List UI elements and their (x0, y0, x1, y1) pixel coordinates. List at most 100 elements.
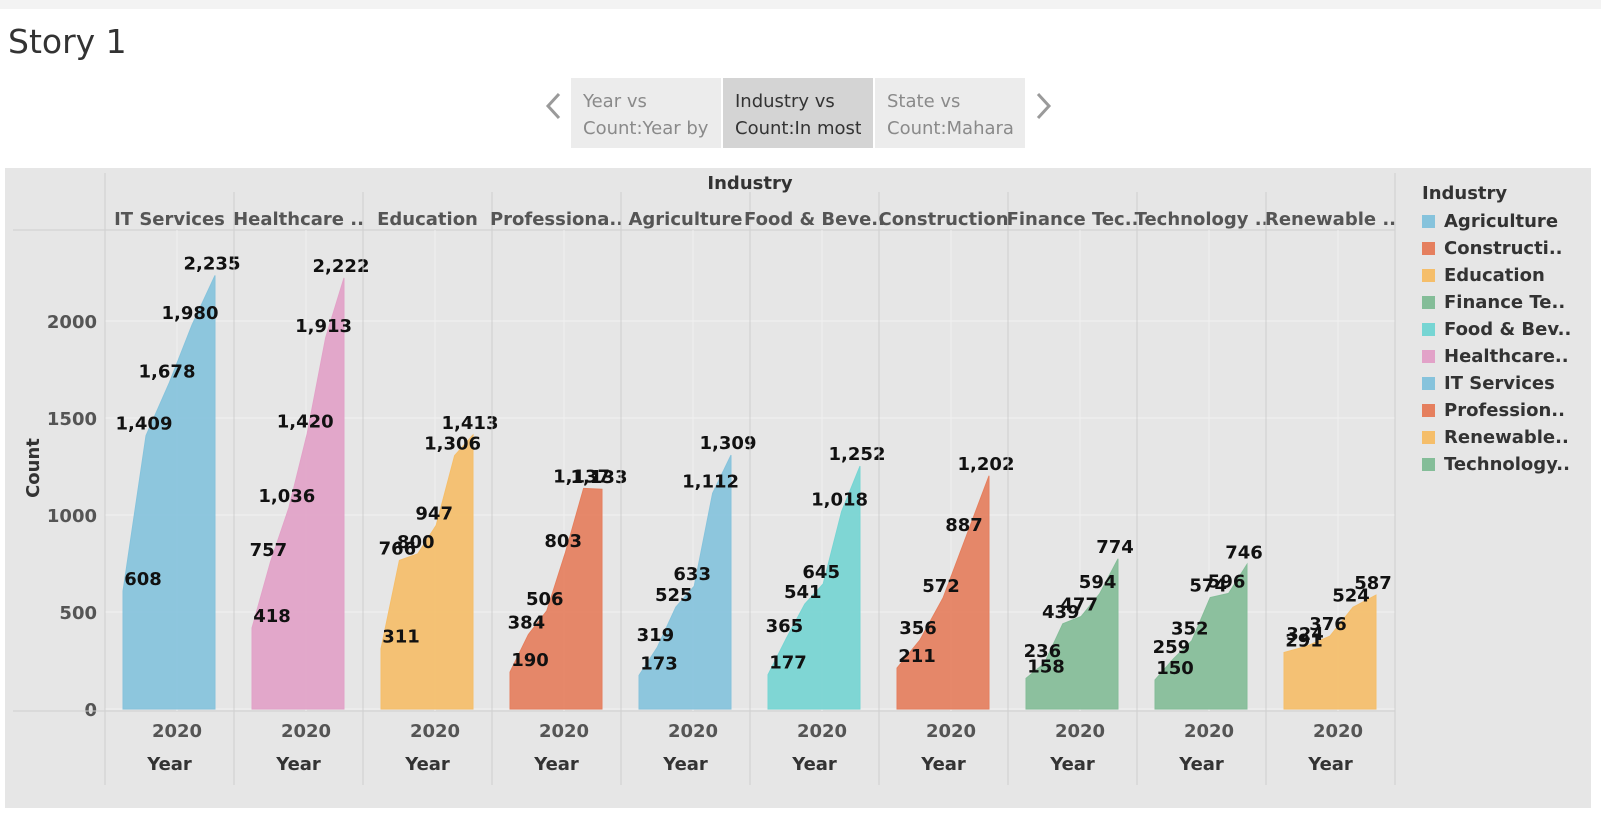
x-tick-label: 2020 (1313, 721, 1363, 742)
data-label: 365 (766, 616, 804, 637)
data-label: 477 (1060, 594, 1098, 615)
legend-item[interactable]: Technology.. (1422, 451, 1571, 478)
story-point-1[interactable]: Year vs Count:Year by (571, 78, 721, 148)
legend-swatch (1422, 242, 1435, 255)
y-tick-label: 1500 (47, 409, 97, 430)
data-label: 259 (1153, 637, 1191, 658)
y-axis-label: Count (23, 438, 44, 498)
legend-item[interactable]: Constructi.. (1422, 235, 1571, 262)
x-axis-label: Year (404, 754, 450, 775)
story-point-1-line1: Year vs (583, 91, 647, 112)
legend-label: Healthcare.. (1444, 346, 1569, 367)
data-label: 376 (1309, 614, 1347, 635)
x-tick-label: 2020 (926, 721, 976, 742)
data-label: 746 (1225, 542, 1263, 563)
legend-items: Agriculture Constructi.. Education Finance … (1422, 208, 1571, 478)
legend-label: IT Services (1444, 373, 1555, 394)
legend-label: Food & Bev.. (1444, 319, 1572, 340)
data-label: 1,036 (258, 486, 315, 507)
data-label: 774 (1096, 537, 1134, 558)
chart-title: Industry (707, 173, 792, 194)
data-label: 587 (1354, 573, 1392, 594)
next-story-point-button[interactable] (1036, 92, 1052, 120)
legend-label: Renewable.. (1444, 427, 1569, 448)
area-series (767, 465, 861, 710)
x-tick-label: 2020 (668, 721, 718, 742)
area-series (380, 433, 474, 710)
legend-swatch (1422, 323, 1435, 336)
legend-item[interactable]: Healthcare.. (1422, 343, 1571, 370)
area-series (122, 275, 216, 710)
area-series (251, 277, 345, 710)
data-label: 541 (784, 582, 822, 603)
x-tick-label: 2020 (281, 721, 331, 742)
data-label: 525 (655, 585, 693, 606)
area-series (638, 454, 732, 710)
data-label: 1,202 (958, 454, 1015, 475)
legend-label: Profession.. (1444, 400, 1565, 421)
data-label: 418 (253, 606, 291, 627)
area-series (1283, 594, 1377, 710)
data-label: 1,137 (553, 466, 610, 487)
legend-item[interactable]: Agriculture (1422, 208, 1571, 235)
data-label: 2,222 (313, 256, 370, 277)
x-axis-label: Year (791, 754, 837, 775)
panel-header: Technology .. (1135, 209, 1269, 230)
area-series (896, 475, 990, 710)
data-label: 1,913 (295, 316, 352, 337)
data-label: 766 (379, 538, 417, 559)
panel-header: Healthcare .. (233, 209, 364, 230)
x-axis-label: Year (662, 754, 708, 775)
data-label: 803 (544, 531, 582, 552)
area-series (1025, 558, 1119, 710)
story-point-3[interactable]: State vs Count:Mahara (875, 78, 1025, 148)
data-label: 236 (1024, 641, 1062, 662)
data-label: 1,980 (162, 303, 219, 324)
top-strip (0, 0, 1601, 9)
data-label: 1,413 (442, 413, 499, 434)
legend-item[interactable]: Education (1422, 262, 1571, 289)
y-tick-label: 500 (59, 603, 97, 624)
data-label: 947 (415, 503, 453, 524)
data-label: 1,409 (116, 414, 173, 435)
legend-swatch (1422, 215, 1435, 228)
data-label: 2,235 (184, 253, 241, 274)
previous-story-point-button[interactable] (545, 92, 561, 120)
legend-label: Finance Te.. (1444, 292, 1566, 313)
story-point-3-line2: Count:Mahara (887, 118, 1013, 139)
data-label: 319 (637, 625, 675, 646)
legend-item[interactable]: Profession.. (1422, 397, 1571, 424)
story-point-2[interactable]: Industry vs Count:In most (723, 78, 873, 148)
data-label: 384 (508, 613, 546, 634)
data-label: 645 (802, 562, 840, 583)
chevron-left-icon (545, 92, 561, 120)
x-axis-label: Year (146, 754, 192, 775)
panel-header: IT Services (114, 209, 225, 230)
legend-label: Agriculture (1444, 211, 1559, 232)
panel-header: Food & Beve.. (744, 209, 885, 230)
legend-item[interactable]: IT Services (1422, 370, 1571, 397)
story-point-2-line1: Industry vs (735, 91, 835, 112)
legend-label: Technology.. (1444, 454, 1570, 475)
area-series (1154, 562, 1248, 710)
legend: Industry Agriculture Constructi.. Educatio… (1422, 183, 1571, 478)
legend-item[interactable]: Food & Bev.. (1422, 316, 1571, 343)
data-label: 356 (899, 618, 937, 639)
data-label: 1,420 (277, 412, 334, 433)
data-label: 324 (1286, 624, 1324, 645)
data-label: 596 (1208, 571, 1246, 592)
data-label: 1,112 (682, 471, 739, 492)
legend-item[interactable]: Finance Te.. (1422, 289, 1571, 316)
legend-item[interactable]: Renewable.. (1422, 424, 1571, 451)
data-label: 524 (1332, 585, 1370, 606)
legend-swatch (1422, 404, 1435, 417)
x-axis-label: Year (1049, 754, 1095, 775)
data-label: 158 (1027, 656, 1065, 677)
viz-area: Industry Count 0 500 1000 1500 2000 IT Services… (5, 168, 1591, 808)
panel-header: Renewable .. (1265, 209, 1396, 230)
x-tick-label: 2020 (1055, 721, 1105, 742)
legend-swatch (1422, 269, 1435, 282)
x-tick-label: 2020 (1184, 721, 1234, 742)
x-axis-label: Year (920, 754, 966, 775)
